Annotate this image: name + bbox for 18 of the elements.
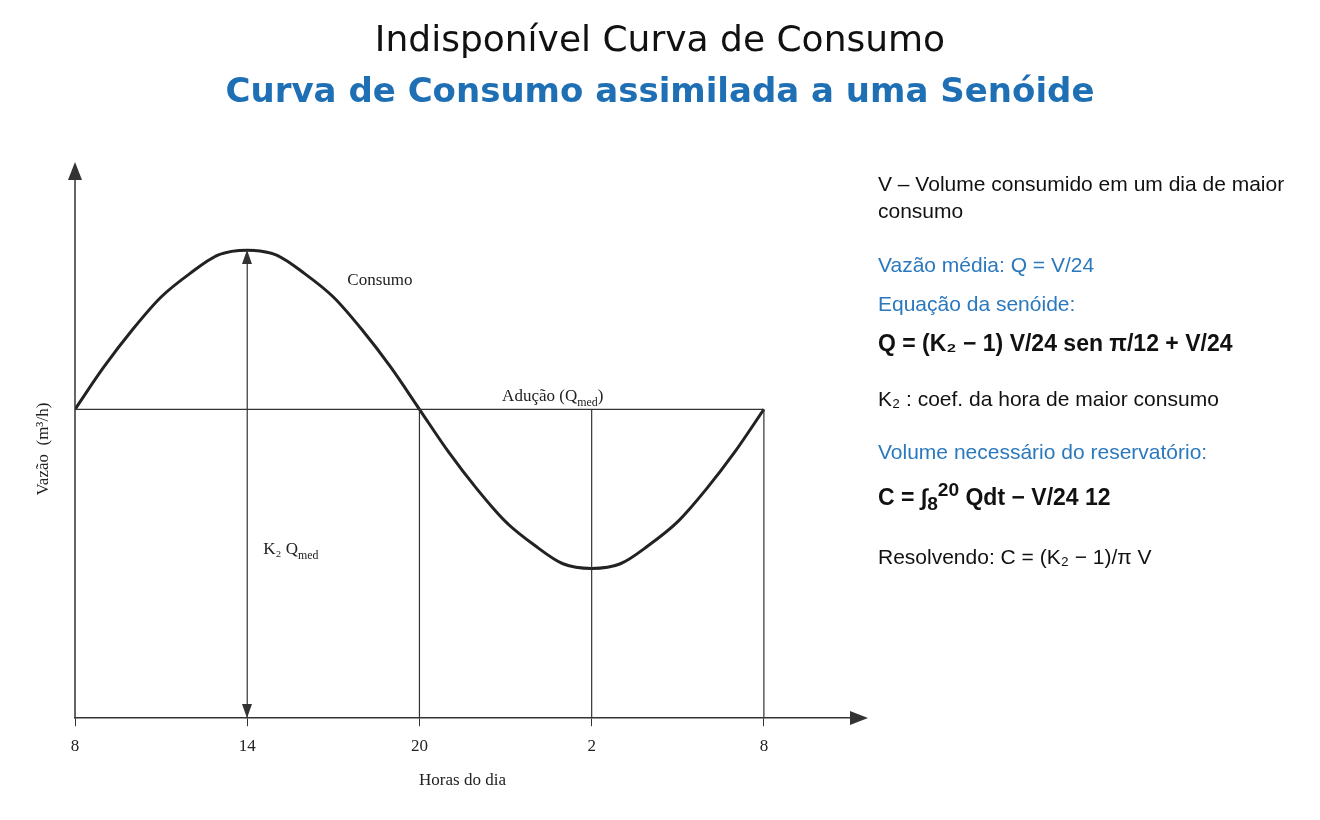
x-tick-label: 8 — [70, 735, 80, 755]
y-axis-title: Vazão (m³/h) — [33, 402, 52, 496]
text: Q = (K₂ − 1) V/24 sen π/12 + V/24 — [878, 329, 1234, 359]
x-tick-label: 8 — [759, 735, 769, 755]
x-tick-label: 20 — [410, 735, 428, 755]
text: C = ∫$_{8}$$^{20}$ Qdt − V/24 12 — [878, 477, 1112, 516]
text: K₂ : coef. da hora de maior consumo — [878, 386, 1220, 413]
text: Resolvendo: C = (K₂ − 1)/π V — [878, 543, 1153, 570]
text: V – Volume consumido em um dia de maior consumo — [878, 171, 1286, 225]
text: Vazão média: Q = V/24 — [878, 251, 1096, 278]
series-label: Consumo — [347, 270, 413, 289]
x-tick-label: 14 — [238, 735, 257, 755]
chart-subtitle: Curva de Consumo assimilada a uma Senóide — [224, 70, 1096, 110]
chart-title: Indisponível Curva de Consumo — [373, 18, 947, 59]
text: Volume necessário do reservatório: — [878, 439, 1209, 466]
x-axis-title: Horas do dia — [419, 770, 507, 790]
text: Equação da senóide: — [878, 290, 1077, 317]
x-tick-label: 2 — [587, 735, 596, 755]
